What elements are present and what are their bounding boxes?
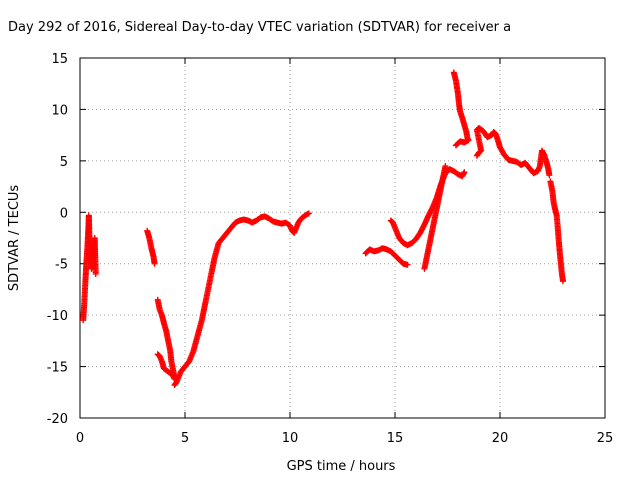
data-point [546, 172, 553, 179]
x-tick-label: 20 [492, 431, 509, 446]
y-tick-label: 5 [60, 155, 68, 170]
data-points [80, 69, 566, 389]
y-tick-label: 10 [51, 103, 68, 118]
x-tick-label: 25 [597, 431, 614, 446]
x-tick-label: 0 [76, 431, 84, 446]
data-point [155, 351, 162, 358]
data-point [404, 261, 411, 268]
x-axis-label: GPS time / hours [287, 459, 396, 474]
x-tick-label: 15 [387, 431, 404, 446]
y-axis-label: SDTVAR / TECUs [7, 185, 22, 292]
y-tick-label: 0 [60, 206, 68, 221]
chart-title: Day 292 of 2016, Sidereal Day-to-day VTE… [8, 20, 511, 35]
data-point [154, 351, 161, 358]
data-point [442, 163, 449, 169]
y-tick-label: -15 [47, 361, 68, 376]
y-tick-label: -5 [55, 258, 68, 273]
x-tick-label: 10 [282, 431, 299, 446]
data-point [452, 142, 459, 149]
data-point [560, 278, 566, 285]
x-tick-label: 5 [181, 431, 189, 446]
plot-frame [79, 57, 606, 419]
y-tick-label: -20 [47, 412, 68, 427]
data-point [461, 169, 468, 176]
y-tick-label: -10 [47, 309, 68, 324]
data-point [151, 260, 158, 267]
data-point [92, 271, 99, 277]
y-tick-label: 15 [51, 52, 68, 67]
data-point [453, 141, 460, 148]
grid-lines [80, 58, 605, 418]
axis-ticks: 0 5 10 15 20 25 -20 -15 -10 -5 0 5 10 15 [47, 52, 614, 446]
data-point [305, 210, 312, 217]
